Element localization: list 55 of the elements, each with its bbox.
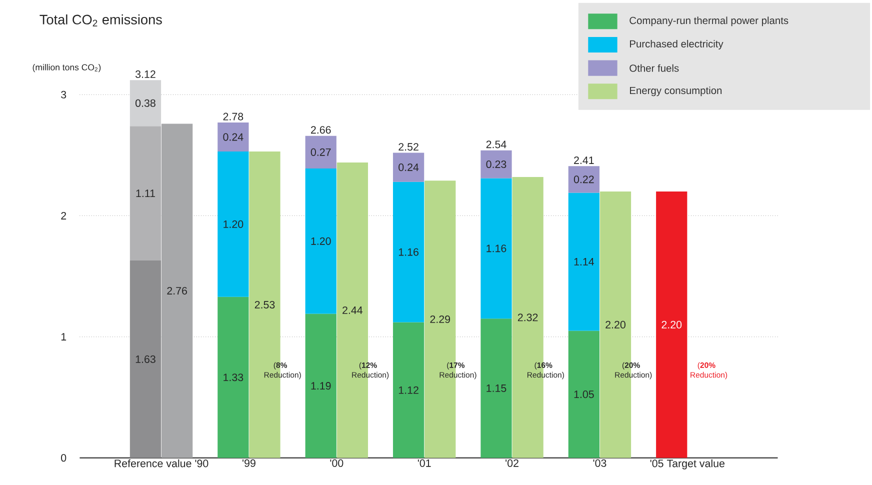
data-label: 2.53 (254, 300, 275, 308)
data-label: 1.15 (486, 384, 506, 392)
data-label: 0.24 (398, 163, 419, 172)
x-tick-label: '03 (593, 459, 606, 467)
data-label: 0.24 (223, 133, 244, 141)
bar (568, 166, 600, 193)
x-tick-label: '99 (242, 459, 256, 467)
data-label: 1.33 (224, 374, 244, 382)
total-label: 2.41 (574, 156, 594, 164)
bar (392, 152, 424, 182)
y-tick-label: 3 (61, 90, 66, 98)
bar (305, 136, 336, 168)
x-tick-label: '05 Target value (650, 459, 724, 470)
data-label: 1.20 (224, 220, 244, 228)
data-label: 1.16 (398, 248, 418, 256)
data-label: 2.20 (662, 320, 682, 328)
data-label: 2.20 (606, 320, 626, 328)
data-label: 1.63 (136, 355, 156, 363)
data-label: 0.38 (135, 99, 156, 107)
data-label: 1.11 (136, 190, 155, 197)
total-label: 2.54 (486, 140, 506, 148)
bar (656, 191, 688, 458)
data-label: 1.14 (574, 258, 594, 266)
legend-label: Company-run thermal power plants (630, 16, 788, 26)
x-tick-label: '02 (506, 459, 518, 467)
x-tick-label: '00 (330, 459, 344, 467)
data-label: 1.05 (574, 390, 594, 398)
chart-title: Total CO$_{2}$ emissions (40, 14, 162, 26)
total-label: 2.66 (310, 126, 331, 134)
data-label: 2.29 (430, 315, 450, 323)
bar (218, 122, 249, 152)
total-label: 3.12 (135, 70, 156, 78)
legend-label: Energy consumption (630, 86, 722, 96)
data-label: 1.12 (398, 386, 418, 394)
total-label: 2.78 (223, 112, 244, 120)
y-tick-label: 1 (61, 333, 66, 340)
total-label: 2.52 (398, 143, 418, 151)
data-label: 0.27 (310, 148, 331, 156)
data-label: 2.32 (518, 314, 538, 322)
y-axis-title: (million tons CO$_{2}$) (32, 64, 101, 72)
x-tick-label: '01 (418, 459, 431, 467)
data-label: 1.19 (311, 382, 331, 390)
data-label: 2.76 (167, 286, 187, 295)
bar (130, 80, 162, 126)
legend-label: Purchased electricity (630, 40, 724, 50)
bar (480, 150, 512, 178)
legend-label: Other fuels (630, 64, 679, 72)
data-label: 0.22 (574, 176, 594, 184)
y-tick-label: 2 (61, 212, 66, 220)
data-label: 1.16 (486, 244, 506, 252)
data-label: 1.20 (311, 237, 331, 245)
y-tick-label: 0 (61, 454, 66, 462)
data-label: 2.44 (342, 306, 363, 314)
x-tick-label: Reference value '90 (114, 459, 208, 468)
data-label: 0.23 (486, 160, 506, 168)
